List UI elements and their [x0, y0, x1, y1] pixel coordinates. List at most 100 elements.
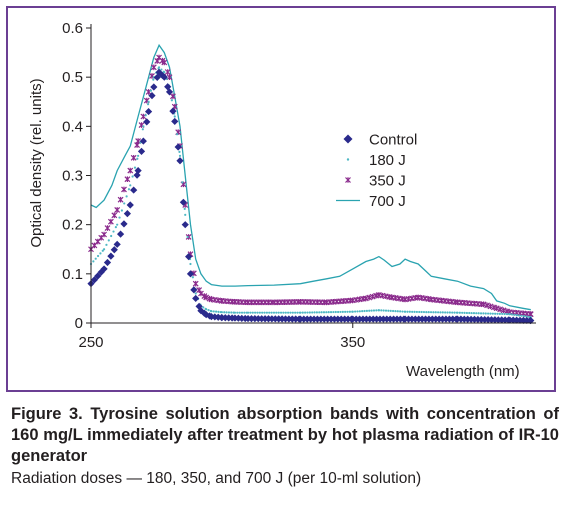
data-point-180-j: [363, 309, 366, 313]
data-point-350-j: [497, 306, 504, 313]
y-tick-label: 0.5: [62, 69, 83, 86]
data-point-180-j: [191, 276, 194, 279]
data-point-180-j: [348, 310, 351, 313]
data-point-180-j: [261, 311, 264, 314]
data-point-180-j: [189, 262, 192, 266]
data-point-180-j: [94, 257, 97, 260]
data-point-350-j: [121, 186, 127, 193]
data-point-180-j: [368, 309, 371, 312]
data-point-180-j: [291, 311, 294, 314]
data-point-180-j: [325, 311, 328, 314]
data-point-control: [94, 272, 102, 280]
data-point-180-j: [346, 310, 349, 313]
x-tick-label: 250: [78, 334, 103, 351]
y-tick-label: 0: [75, 315, 83, 332]
data-point-180-j: [236, 311, 239, 314]
data-point-180-j: [515, 314, 518, 317]
data-point-180-j: [125, 195, 128, 198]
data-point-180-j: [465, 311, 468, 315]
data-point-180-j: [344, 310, 347, 313]
data-point-180-j: [387, 309, 390, 312]
chart-frame: 0 0.1 0.2 0.3 0.4 0.5 0.6 250 350 Optical densit…: [6, 6, 556, 392]
data-point-180-j: [418, 310, 421, 314]
data-point-180-j: [110, 234, 113, 238]
data-point-180-j: [408, 310, 411, 313]
data-point-180-j: [527, 315, 530, 318]
data-point-180-j: [382, 309, 385, 312]
data-point-180-j: [289, 311, 292, 314]
data-point-180-j: [479, 312, 483, 315]
data-point-control: [120, 220, 128, 228]
data-point-180-j: [391, 309, 395, 313]
data-point-180-j: [173, 115, 176, 118]
data-point-control: [165, 88, 174, 96]
data-point-180-j: [406, 310, 409, 313]
data-point-control: [150, 83, 158, 91]
data-point-180-j: [494, 312, 497, 315]
data-point-180-j: [265, 311, 269, 314]
data-point-control: [137, 147, 146, 156]
data-point-350-j: [500, 307, 507, 314]
data-point-350-j: [117, 196, 124, 203]
data-point-180-j: [142, 125, 145, 128]
data-point-180-j: [341, 310, 344, 313]
data-point-180-j: [178, 154, 182, 157]
data-point-180-j: [503, 312, 506, 316]
data-point-180-j: [92, 260, 95, 263]
data-point-180-j: [329, 310, 333, 314]
data-point-180-j: [358, 310, 361, 313]
data-point-180-j: [439, 311, 442, 314]
data-point-180-j: [240, 311, 244, 314]
data-point-180-j: [202, 306, 205, 309]
data-point-180-j: [251, 311, 254, 314]
data-point-180-j: [475, 312, 478, 315]
data-point-180-j: [215, 310, 218, 313]
data-point-180-j: [131, 175, 134, 178]
data-point-control: [179, 198, 188, 206]
data-point-180-j: [194, 292, 197, 295]
data-point-180-j: [133, 166, 137, 169]
data-point-180-j: [356, 310, 359, 313]
data-point-180-j: [365, 309, 368, 312]
data-point-180-j: [268, 311, 271, 314]
data-point-control: [181, 221, 189, 229]
data-point-180-j: [220, 311, 223, 314]
data-point-180-j: [477, 312, 480, 315]
data-point-180-j: [432, 311, 435, 314]
data-point-350-j: [101, 231, 108, 238]
data-point-180-j: [254, 311, 257, 314]
data-point-180-j: [339, 310, 342, 314]
data-point-180-j: [489, 312, 492, 315]
data-point-180-j: [425, 310, 428, 314]
data-point-control: [174, 143, 182, 151]
data-point-180-j: [498, 312, 501, 315]
data-point-350-j: [203, 294, 210, 301]
data-point-180-j: [513, 313, 516, 316]
data-point-control: [100, 265, 108, 273]
data-point-180-j: [184, 213, 187, 216]
data-point-control: [116, 230, 125, 238]
data-point-180-j: [427, 311, 430, 314]
data-point-180-j: [223, 311, 226, 314]
series-line-700-j: [90, 43, 531, 311]
data-point-180-j: [456, 311, 459, 314]
data-point-control: [169, 107, 177, 115]
legend-item-180-j: 180 J: [346, 152, 406, 169]
data-point-180-j: [183, 207, 186, 211]
data-point-control: [164, 83, 172, 91]
data-point-180-j: [306, 311, 309, 314]
data-point-180-j: [470, 311, 473, 315]
data-point-180-j: [380, 309, 383, 312]
data-point-180-j: [332, 310, 335, 314]
data-point-180-j: [129, 184, 132, 187]
data-point-180-j: [501, 312, 504, 316]
data-point-180-j: [118, 216, 121, 219]
data-point-350-j: [166, 74, 173, 81]
data-point-180-j: [181, 181, 184, 184]
data-point-180-j: [444, 311, 447, 314]
data-point-180-j: [102, 248, 106, 251]
data-point-180-j: [396, 310, 399, 313]
data-point-180-j: [413, 310, 416, 313]
data-point-180-j: [263, 311, 266, 314]
data-point-180-j: [420, 310, 423, 314]
